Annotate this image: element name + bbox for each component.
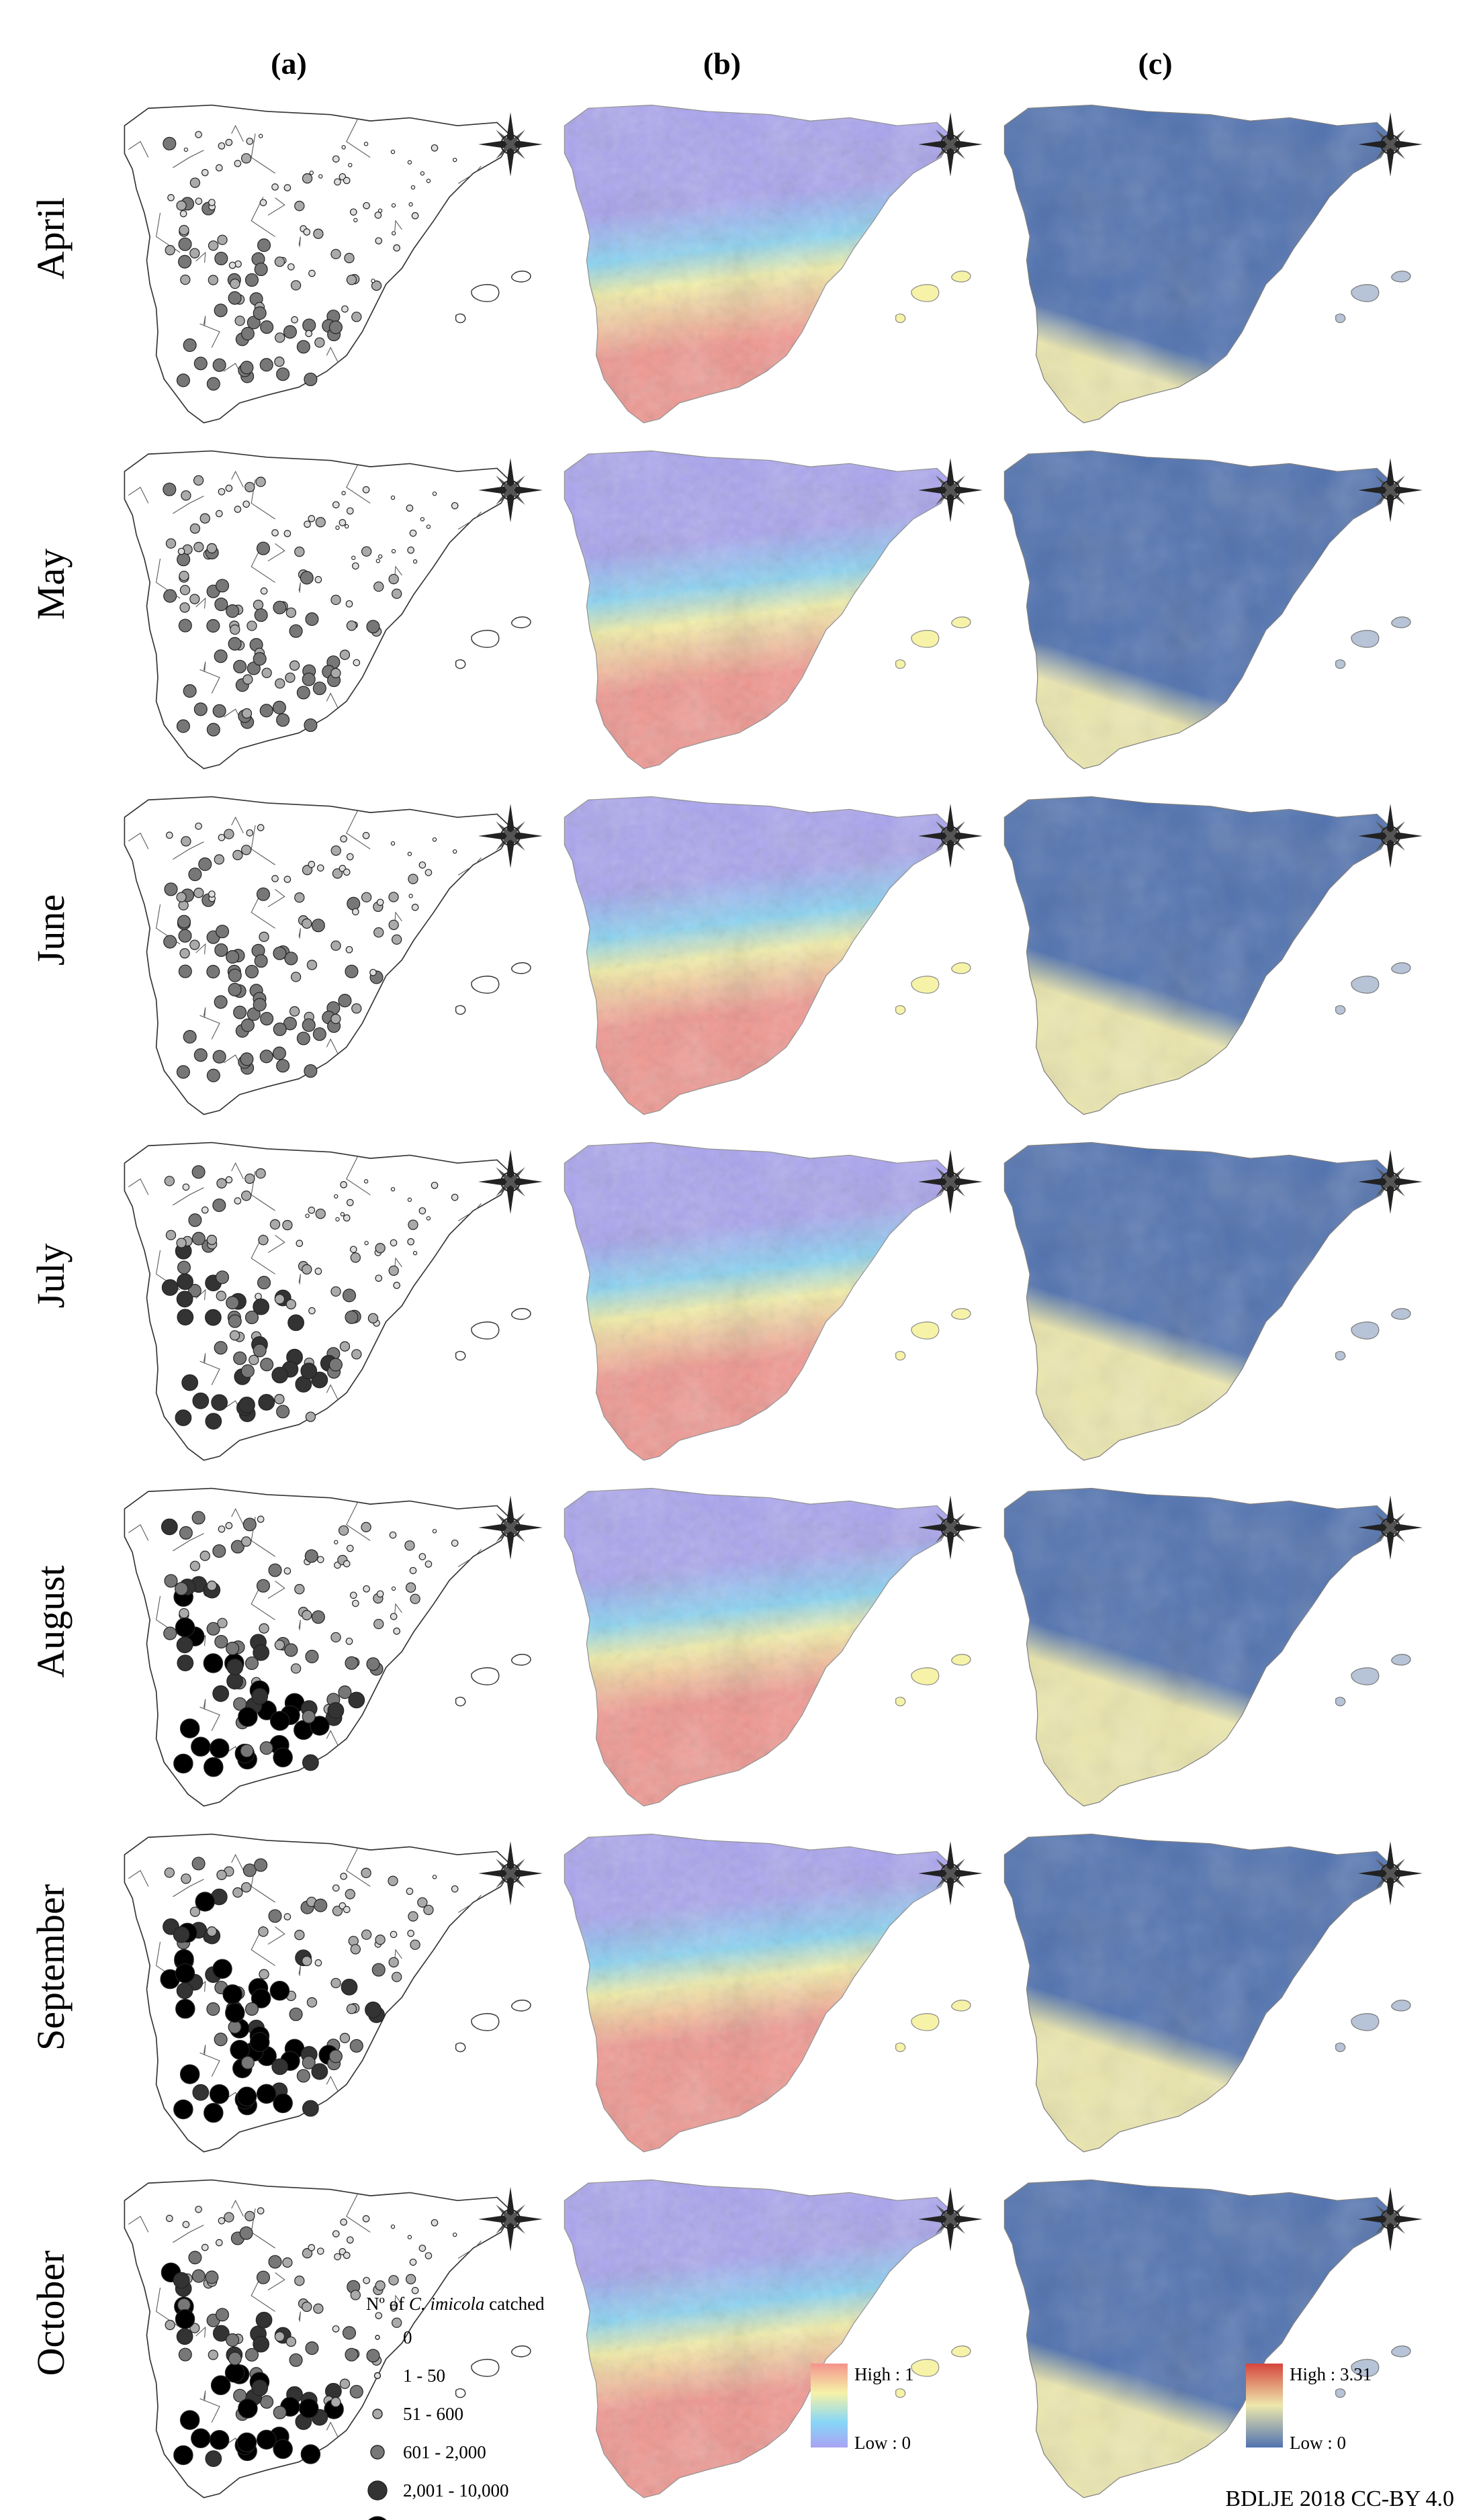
legend-class-4: 601 - 2,000 <box>403 2442 486 2462</box>
points-map-september <box>124 1833 531 2153</box>
abundance-map-april <box>1003 104 1411 424</box>
abundance-map-may <box>1003 450 1411 769</box>
suitability-map-june <box>564 796 971 1115</box>
compass-rose-icon <box>1358 458 1423 522</box>
row-label-september: September <box>29 1884 73 2051</box>
column-header-1: (a) <box>271 46 307 81</box>
abundance-map-september <box>1003 1833 1411 2153</box>
row-label-august: August <box>29 1565 73 1678</box>
compass-rose-icon <box>1358 804 1423 868</box>
points-map-may <box>124 450 531 769</box>
abundance-map-july <box>1003 1141 1411 1461</box>
suitability-legend-low: Low : 0 <box>854 2433 911 2453</box>
suitability-colorbar <box>811 2364 848 2447</box>
abundance-map-october <box>1003 2179 1411 2499</box>
abundance-legend: High : 3.31 Low : 0 <box>1246 2364 1372 2453</box>
compass-rose-icon <box>478 112 543 177</box>
compass-rose-icon <box>918 1150 983 1214</box>
column-header-3: (c) <box>1138 46 1172 81</box>
compass-rose-icon <box>478 804 543 868</box>
points-map-april <box>124 104 531 424</box>
compass-rose-icon <box>478 1841 543 1906</box>
legend-class-5: 2,001 - 10,000 <box>403 2480 509 2501</box>
column-header-2: (b) <box>703 46 741 81</box>
suitability-map-july <box>564 1141 971 1461</box>
points-map-june <box>124 796 531 1115</box>
legend-symbol-2 <box>373 2372 382 2380</box>
compass-rose-icon <box>478 2187 543 2251</box>
legend-symbol-6 <box>368 2516 387 2520</box>
compass-rose-icon <box>1358 1841 1423 1906</box>
row-label-april: April <box>29 197 73 279</box>
legend-symbol-4 <box>370 2445 385 2460</box>
compass-rose-icon <box>478 1150 543 1214</box>
compass-rose-icon <box>918 112 983 177</box>
abundance-map-june <box>1003 796 1411 1115</box>
legend-symbol-1 <box>375 2335 380 2340</box>
compass-rose-icon <box>1358 2187 1423 2251</box>
compass-rose-icon <box>1358 112 1423 177</box>
suitability-legend-high: High : 1 <box>854 2364 914 2384</box>
points-legend-title: Nº of C. imicola catched <box>366 2294 545 2314</box>
suitability-map-october <box>564 2179 971 2499</box>
suitability-legend: High : 1 Low : 0 <box>811 2364 914 2453</box>
compass-rose-icon <box>918 1841 983 1906</box>
points-legend: Nº of C. imicola catched 0 1 - 50 51 - 600 6… <box>366 2294 545 2520</box>
compass-rose-icon <box>918 458 983 522</box>
points-map-july <box>124 1141 531 1461</box>
legend-symbol-3 <box>372 2409 383 2419</box>
legend-symbol-5 <box>367 2480 388 2501</box>
row-label-july: July <box>29 1244 73 1309</box>
credit-line: BDLJE 2018 CC-BY 4.0 <box>1225 2486 1454 2511</box>
suitability-map-august <box>564 1487 971 1807</box>
legend-class-2: 1 - 50 <box>403 2366 445 2386</box>
row-label-october: October <box>29 2251 73 2376</box>
suitability-map-september <box>564 1833 971 2153</box>
compass-rose-icon <box>478 458 543 522</box>
abundance-legend-low: Low : 0 <box>1290 2433 1346 2453</box>
legend-class-6: 10,001 - 20,000 <box>403 2519 518 2520</box>
compass-rose-icon <box>1358 1150 1423 1214</box>
points-map-october <box>124 2179 531 2499</box>
compass-rose-icon <box>918 2187 983 2251</box>
row-label-june: June <box>29 894 73 966</box>
suitability-map-may <box>564 450 971 769</box>
points-map-august <box>124 1487 531 1807</box>
abundance-map-august <box>1003 1487 1411 1807</box>
compass-rose-icon <box>918 804 983 868</box>
abundance-legend-high: High : 3.31 <box>1290 2364 1372 2384</box>
legend-class-1: 0 <box>403 2327 412 2347</box>
compass-rose-icon <box>918 1495 983 1560</box>
row-label-may: May <box>29 549 73 620</box>
compass-rose-icon <box>1358 1495 1423 1560</box>
abundance-colorbar <box>1246 2364 1283 2447</box>
suitability-map-april <box>564 104 971 424</box>
legend-class-3: 51 - 600 <box>403 2404 463 2424</box>
compass-rose-icon <box>478 1495 543 1560</box>
